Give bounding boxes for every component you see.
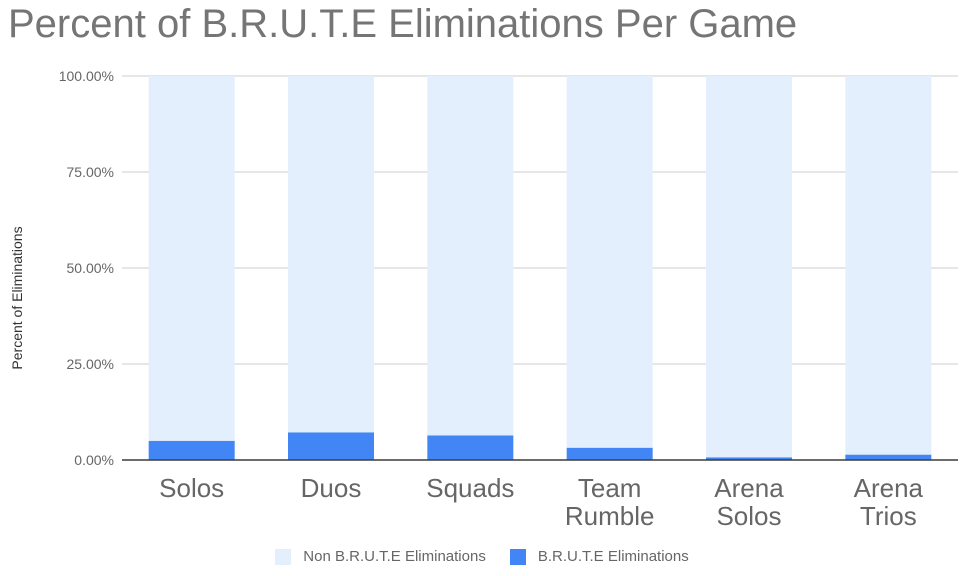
bar-segment (288, 432, 374, 460)
x-tick-label: Squads (426, 473, 514, 503)
y-tick-label: 50.00% (67, 260, 114, 276)
bar-segment (288, 76, 374, 433)
y-tick-label: 75.00% (67, 164, 114, 180)
legend-label: Non B.R.U.T.E Eliminations (303, 548, 486, 565)
x-tick-label: Arena Solos (714, 473, 784, 531)
legend-swatch (275, 548, 292, 565)
y-axis-ticks: 0.00% 25.00% 50.00% 75.00% 100.00% (59, 68, 114, 468)
bar-segment (845, 76, 932, 455)
legend-label: B.R.U.T.E Eliminations (537, 548, 689, 565)
y-tick-label: 25.00% (67, 356, 114, 372)
x-tick-label: Duos (301, 473, 362, 503)
bar-segment (845, 454, 932, 460)
chart-plot: 0.00% 25.00% 50.00% 75.00% 100.00% Solos Duos… (9, 68, 958, 531)
bar-segment (706, 457, 792, 460)
x-axis-ticks: Solos Duos Squads Team Rumble Arena Solos Arena… (159, 473, 923, 531)
bar-segment (427, 76, 514, 436)
x-tick-label: Arena Trios (854, 473, 924, 531)
y-tick-label: 0.00% (74, 452, 114, 468)
bar-segment (566, 447, 653, 460)
y-axis-label: Percent of Eliminations (9, 226, 25, 369)
x-tick-label: Solos (159, 473, 224, 503)
legend-item: B.R.U.T.E Eliminations (509, 548, 689, 565)
x-tick-label: Team Rumble (565, 473, 655, 531)
gridlines (122, 75, 958, 461)
bars (122, 76, 958, 461)
legend: Non B.R.U.T.E Eliminations B.R.U.T.E Elim… (0, 548, 964, 565)
bar-segment (148, 440, 235, 460)
bar-segment (566, 76, 653, 448)
bar-segment (148, 76, 235, 441)
legend-swatch (509, 548, 526, 565)
y-tick-label: 100.00% (59, 68, 114, 84)
legend-item: Non B.R.U.T.E Eliminations (275, 548, 486, 565)
bar-segment (706, 76, 792, 458)
bar-segment (427, 435, 514, 460)
chart-title: Percent of B.R.U.T.E Eliminations Per Ga… (8, 2, 798, 46)
